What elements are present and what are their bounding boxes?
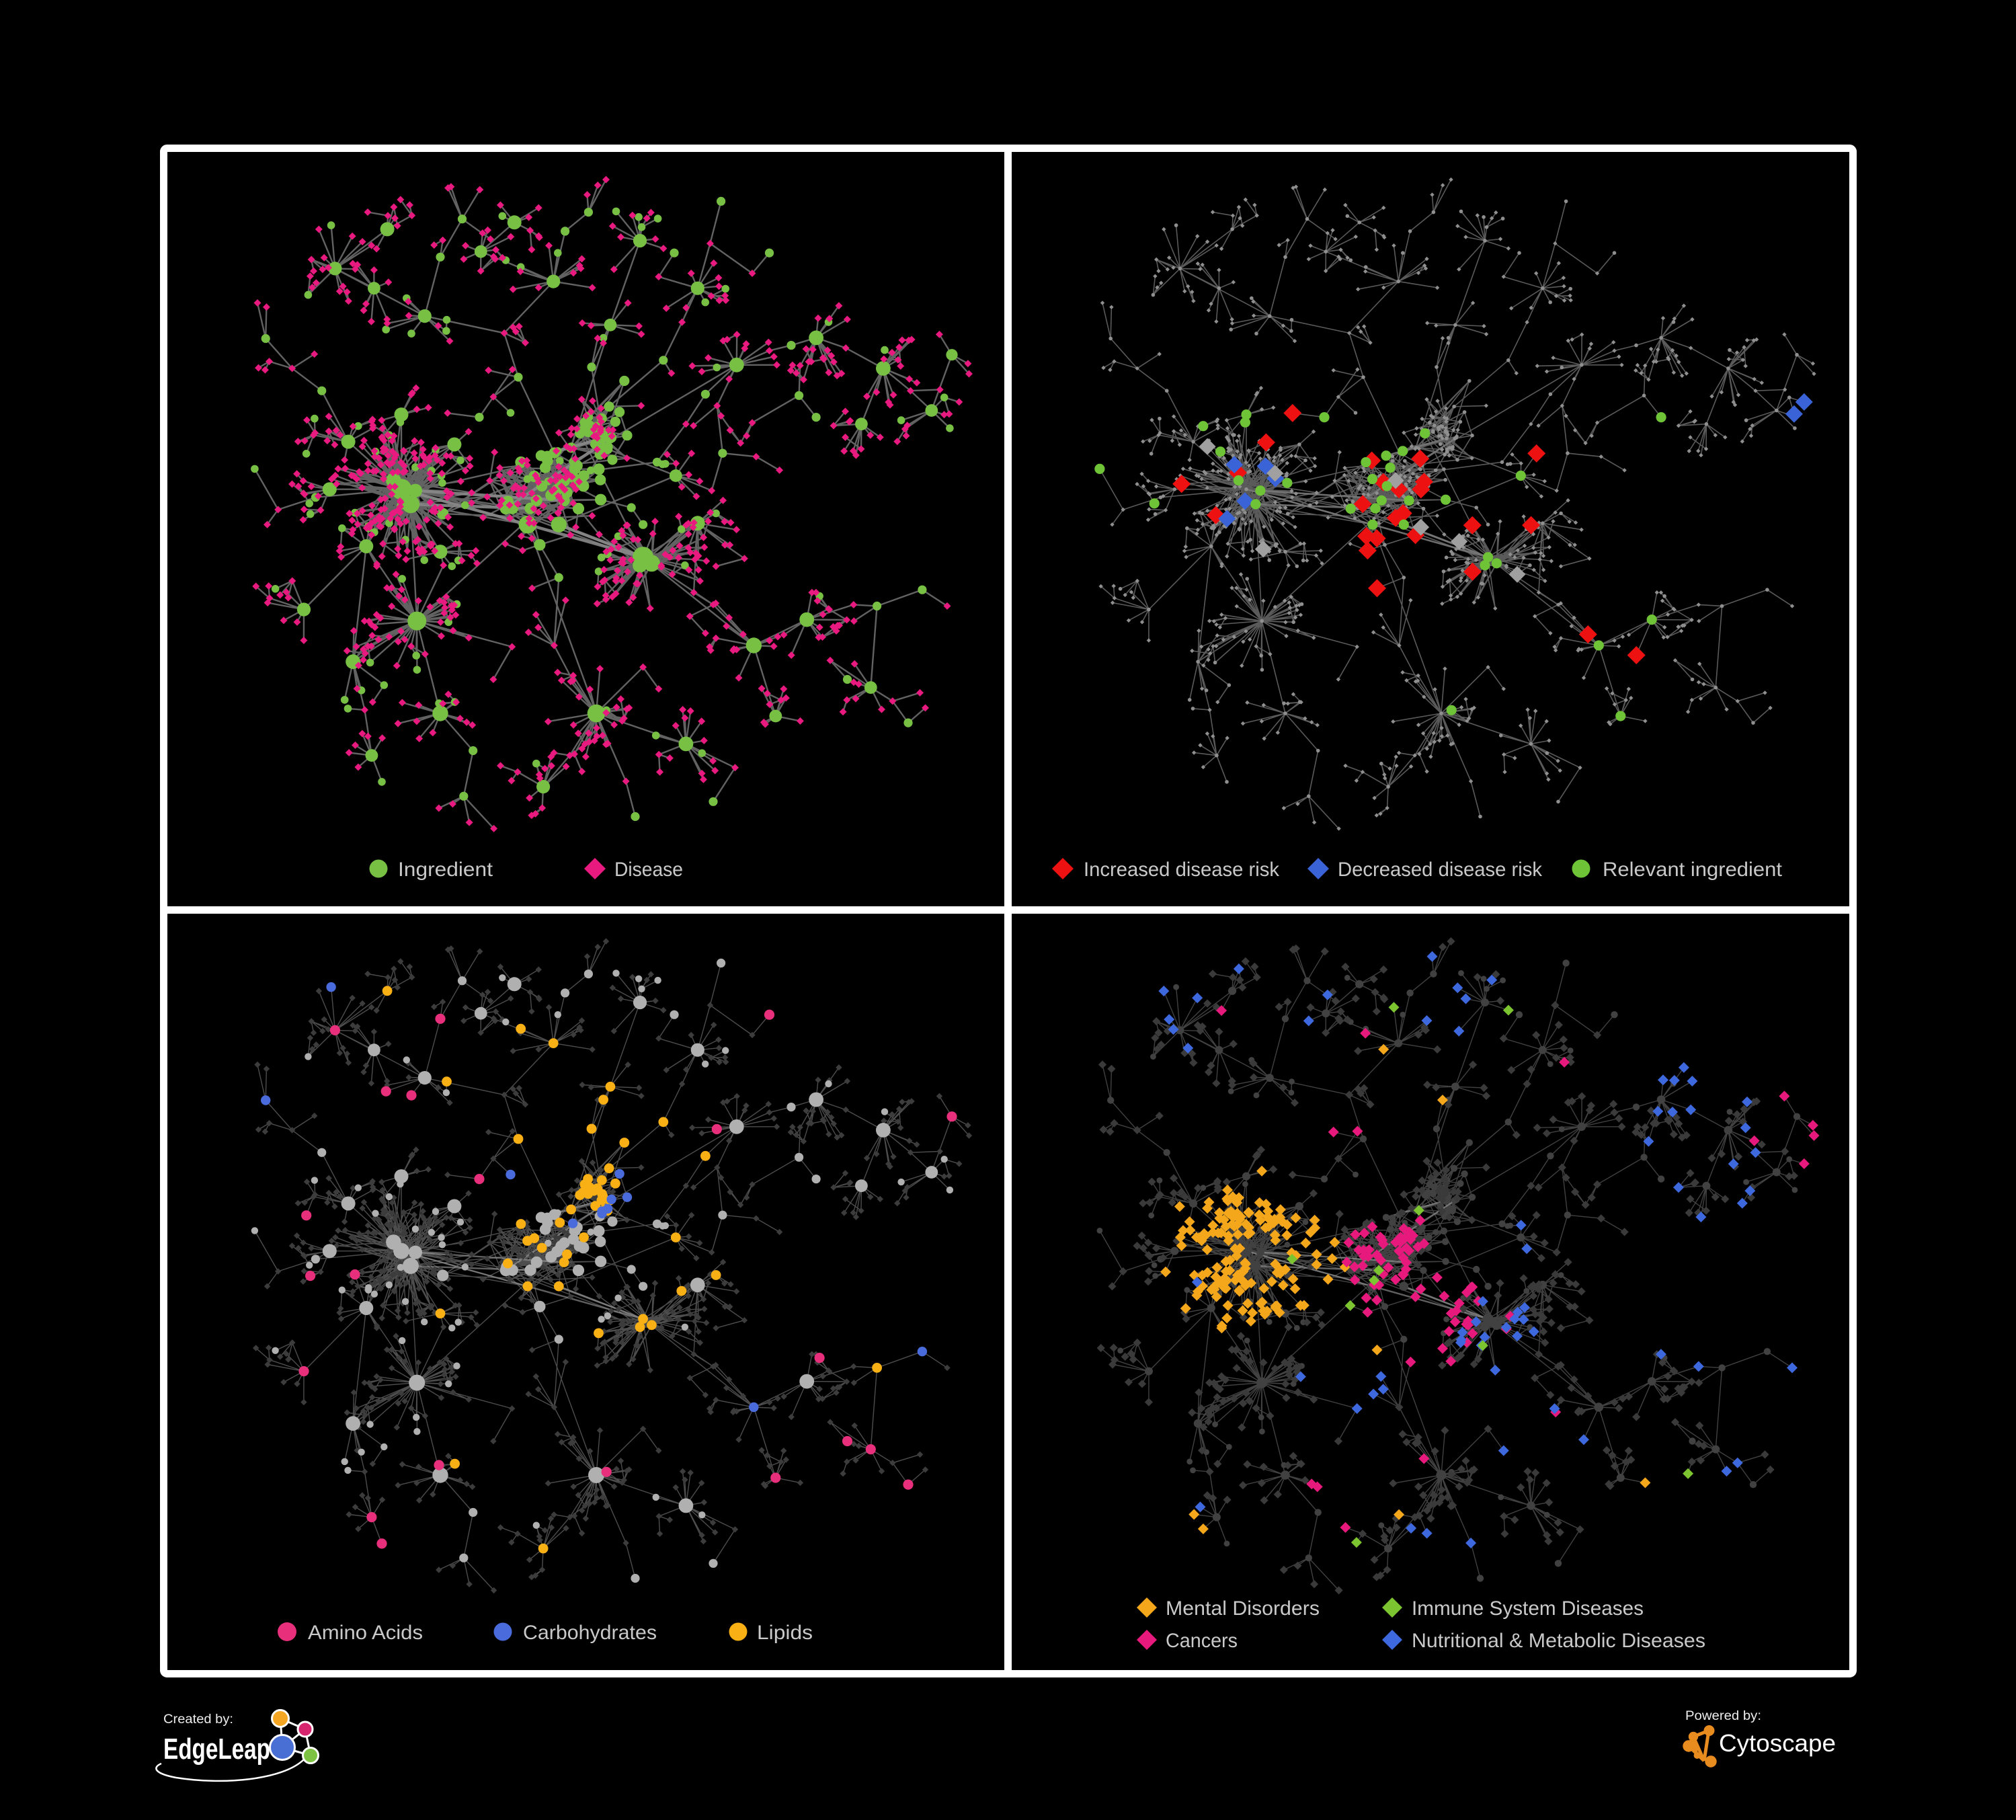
svg-text:Decreased disease risk: Decreased disease risk bbox=[1338, 859, 1543, 881]
svg-text:Ingredient: Ingredient bbox=[398, 859, 493, 881]
svg-text:EdgeLeap: EdgeLeap bbox=[163, 1733, 270, 1766]
svg-text:Increased disease risk: Increased disease risk bbox=[1084, 859, 1280, 881]
svg-text:Cancers: Cancers bbox=[1166, 1630, 1238, 1652]
svg-text:Cytoscape: Cytoscape bbox=[1719, 1729, 1836, 1757]
svg-text:Nutritional & Metabolic Diseas: Nutritional & Metabolic Diseases bbox=[1412, 1630, 1705, 1652]
svg-text:Disease: Disease bbox=[614, 859, 683, 881]
svg-text:Immune System Diseases: Immune System Diseases bbox=[1412, 1597, 1644, 1620]
svg-text:Lipids: Lipids bbox=[757, 1622, 813, 1644]
svg-text:Carbohydrates: Carbohydrates bbox=[523, 1622, 657, 1644]
svg-text:Mental Disorders: Mental Disorders bbox=[1166, 1597, 1320, 1620]
svg-text:Created by:: Created by: bbox=[163, 1712, 233, 1727]
svg-text:Powered by:: Powered by: bbox=[1685, 1709, 1761, 1723]
svg-text:Relevant ingredient: Relevant ingredient bbox=[1603, 859, 1783, 881]
svg-text:Amino Acids: Amino Acids bbox=[308, 1622, 423, 1644]
